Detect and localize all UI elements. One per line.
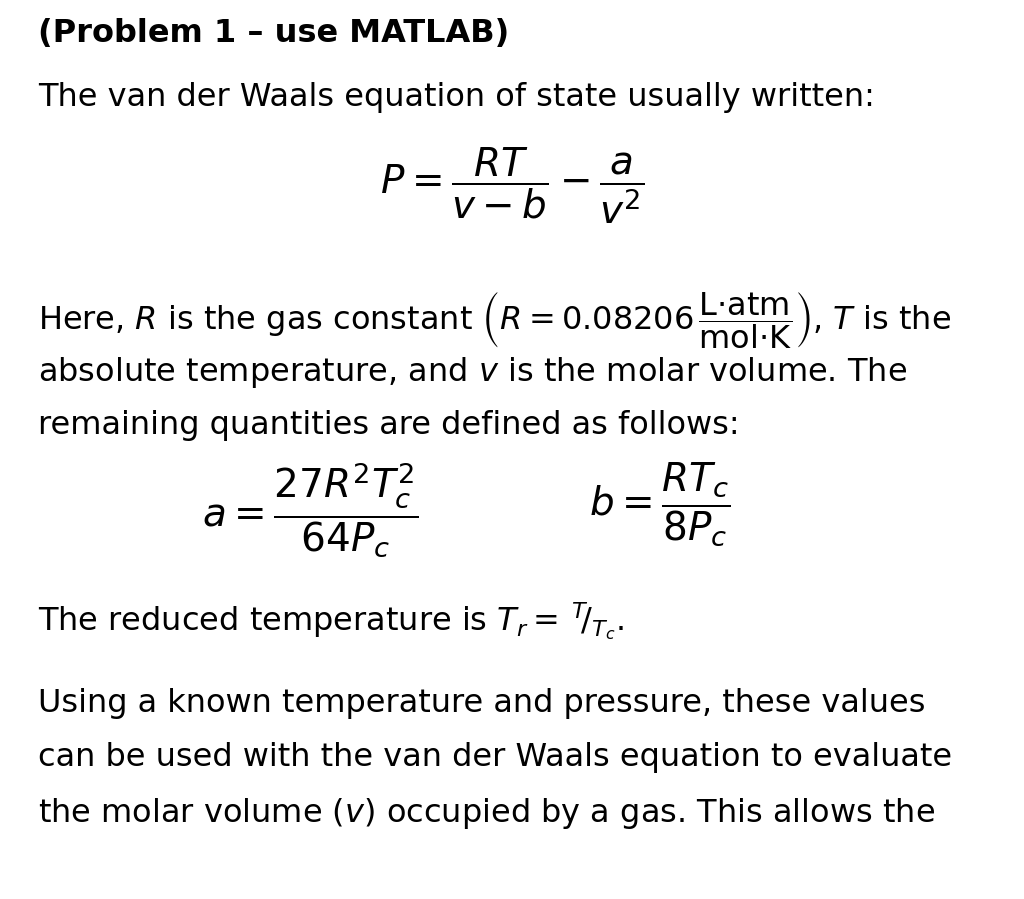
Text: $a = \dfrac{27R^2T_c^2}{64P_c}$: $a = \dfrac{27R^2T_c^2}{64P_c}$ bbox=[202, 460, 418, 558]
Text: The van der Waals equation of state usually written:: The van der Waals equation of state usua… bbox=[38, 82, 874, 113]
Text: Here, $R$ is the gas constant $\left(R = 0.08206\,\dfrac{\mathrm{L{\cdot}atm}}{\: Here, $R$ is the gas constant $\left(R =… bbox=[38, 290, 951, 351]
Text: $P = \dfrac{RT}{v - b} - \dfrac{a}{v^2}$: $P = \dfrac{RT}{v - b} - \dfrac{a}{v^2}$ bbox=[380, 145, 644, 226]
Text: remaining quantities are defined as follows:: remaining quantities are defined as foll… bbox=[38, 410, 739, 441]
Text: can be used with the van der Waals equation to evaluate: can be used with the van der Waals equat… bbox=[38, 742, 952, 773]
Text: $b = \dfrac{RT_c}{8P_c}$: $b = \dfrac{RT_c}{8P_c}$ bbox=[590, 460, 730, 547]
Text: the molar volume $(v)$ occupied by a gas. This allows the: the molar volume $(v)$ occupied by a gas… bbox=[38, 796, 935, 831]
Text: absolute temperature, and $v$ is the molar volume. The: absolute temperature, and $v$ is the mol… bbox=[38, 355, 907, 390]
Text: Using a known temperature and pressure, these values: Using a known temperature and pressure, … bbox=[38, 688, 926, 719]
Text: (Problem 1 – use MATLAB): (Problem 1 – use MATLAB) bbox=[38, 18, 509, 49]
Text: The reduced temperature is $T_r = \,^T\!/_{T_c}$.: The reduced temperature is $T_r = \,^T\!… bbox=[38, 600, 625, 642]
